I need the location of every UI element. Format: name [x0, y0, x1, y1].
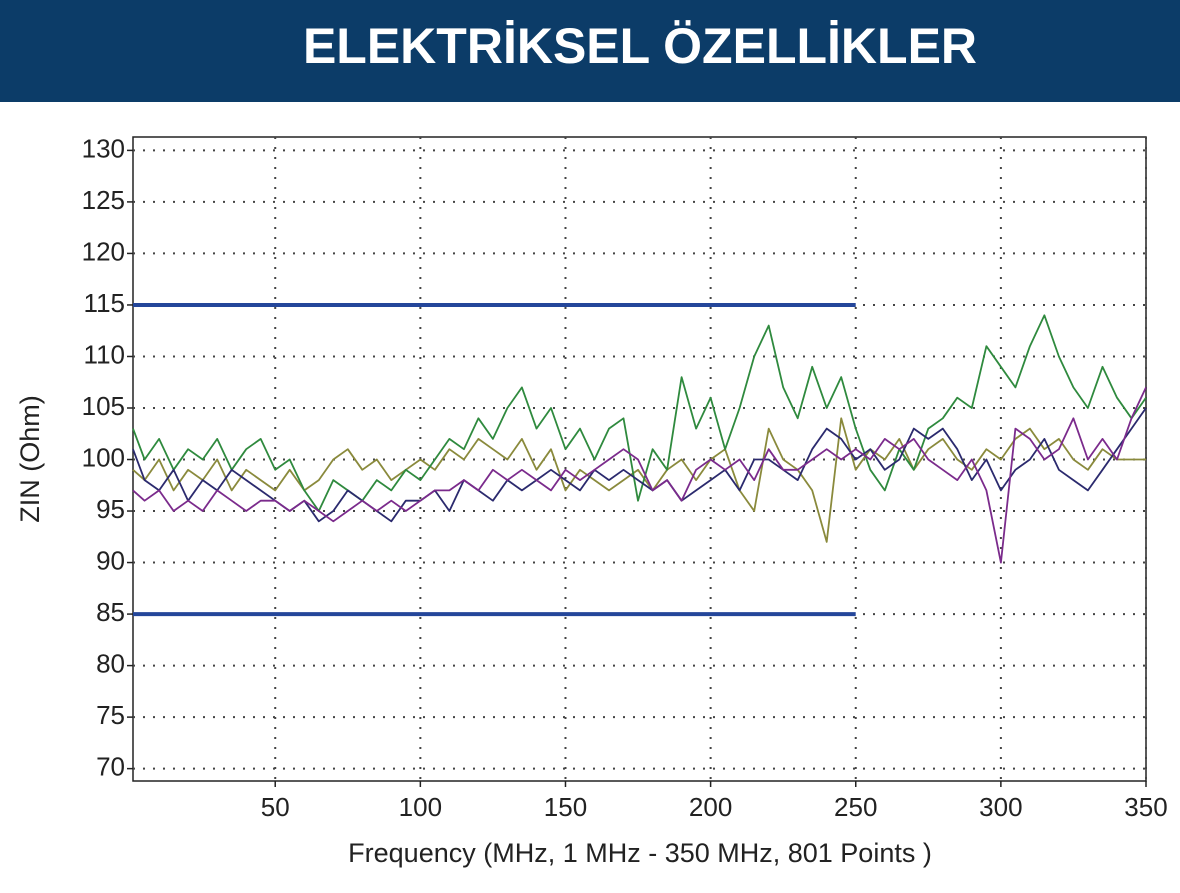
- y-tick-label: 90: [96, 545, 125, 575]
- x-tick-label: 50: [261, 792, 290, 822]
- x-tick-label: 300: [979, 792, 1022, 822]
- y-tick-label: 75: [96, 700, 125, 730]
- series-line: [132, 387, 1147, 564]
- y-tick-label: 105: [82, 391, 125, 421]
- series-line: [132, 314, 1147, 512]
- y-tick-label: 120: [82, 236, 125, 266]
- x-tick-label: 100: [399, 792, 442, 822]
- chart-title: ELEKTRİKSEL ÖZELLİKLER: [303, 18, 977, 74]
- y-tick-label: 110: [84, 339, 125, 369]
- y-tick-label: 100: [82, 442, 125, 472]
- y-tick-label: 115: [84, 288, 125, 318]
- x-tick-label: 150: [544, 792, 587, 822]
- x-tick-label: 200: [689, 792, 732, 822]
- y-axis-title: ZIN (Ohm): [15, 395, 45, 523]
- title-banner: [0, 0, 1180, 102]
- x-tick-label: 350: [1124, 792, 1167, 822]
- y-tick-label: 70: [96, 752, 125, 782]
- plot-area: [132, 136, 1147, 782]
- y-tick-label: 95: [96, 494, 125, 524]
- y-tick-label: 80: [96, 648, 125, 678]
- series-line: [132, 417, 1146, 543]
- y-tick-label: 130: [82, 133, 125, 163]
- x-tick-label: 250: [834, 792, 877, 822]
- y-tick-label: 85: [96, 597, 125, 627]
- x-axis-title: Frequency (MHz, 1 MHz - 350 MHz, 801 Poi…: [348, 838, 932, 868]
- y-tick-label: 125: [82, 185, 125, 215]
